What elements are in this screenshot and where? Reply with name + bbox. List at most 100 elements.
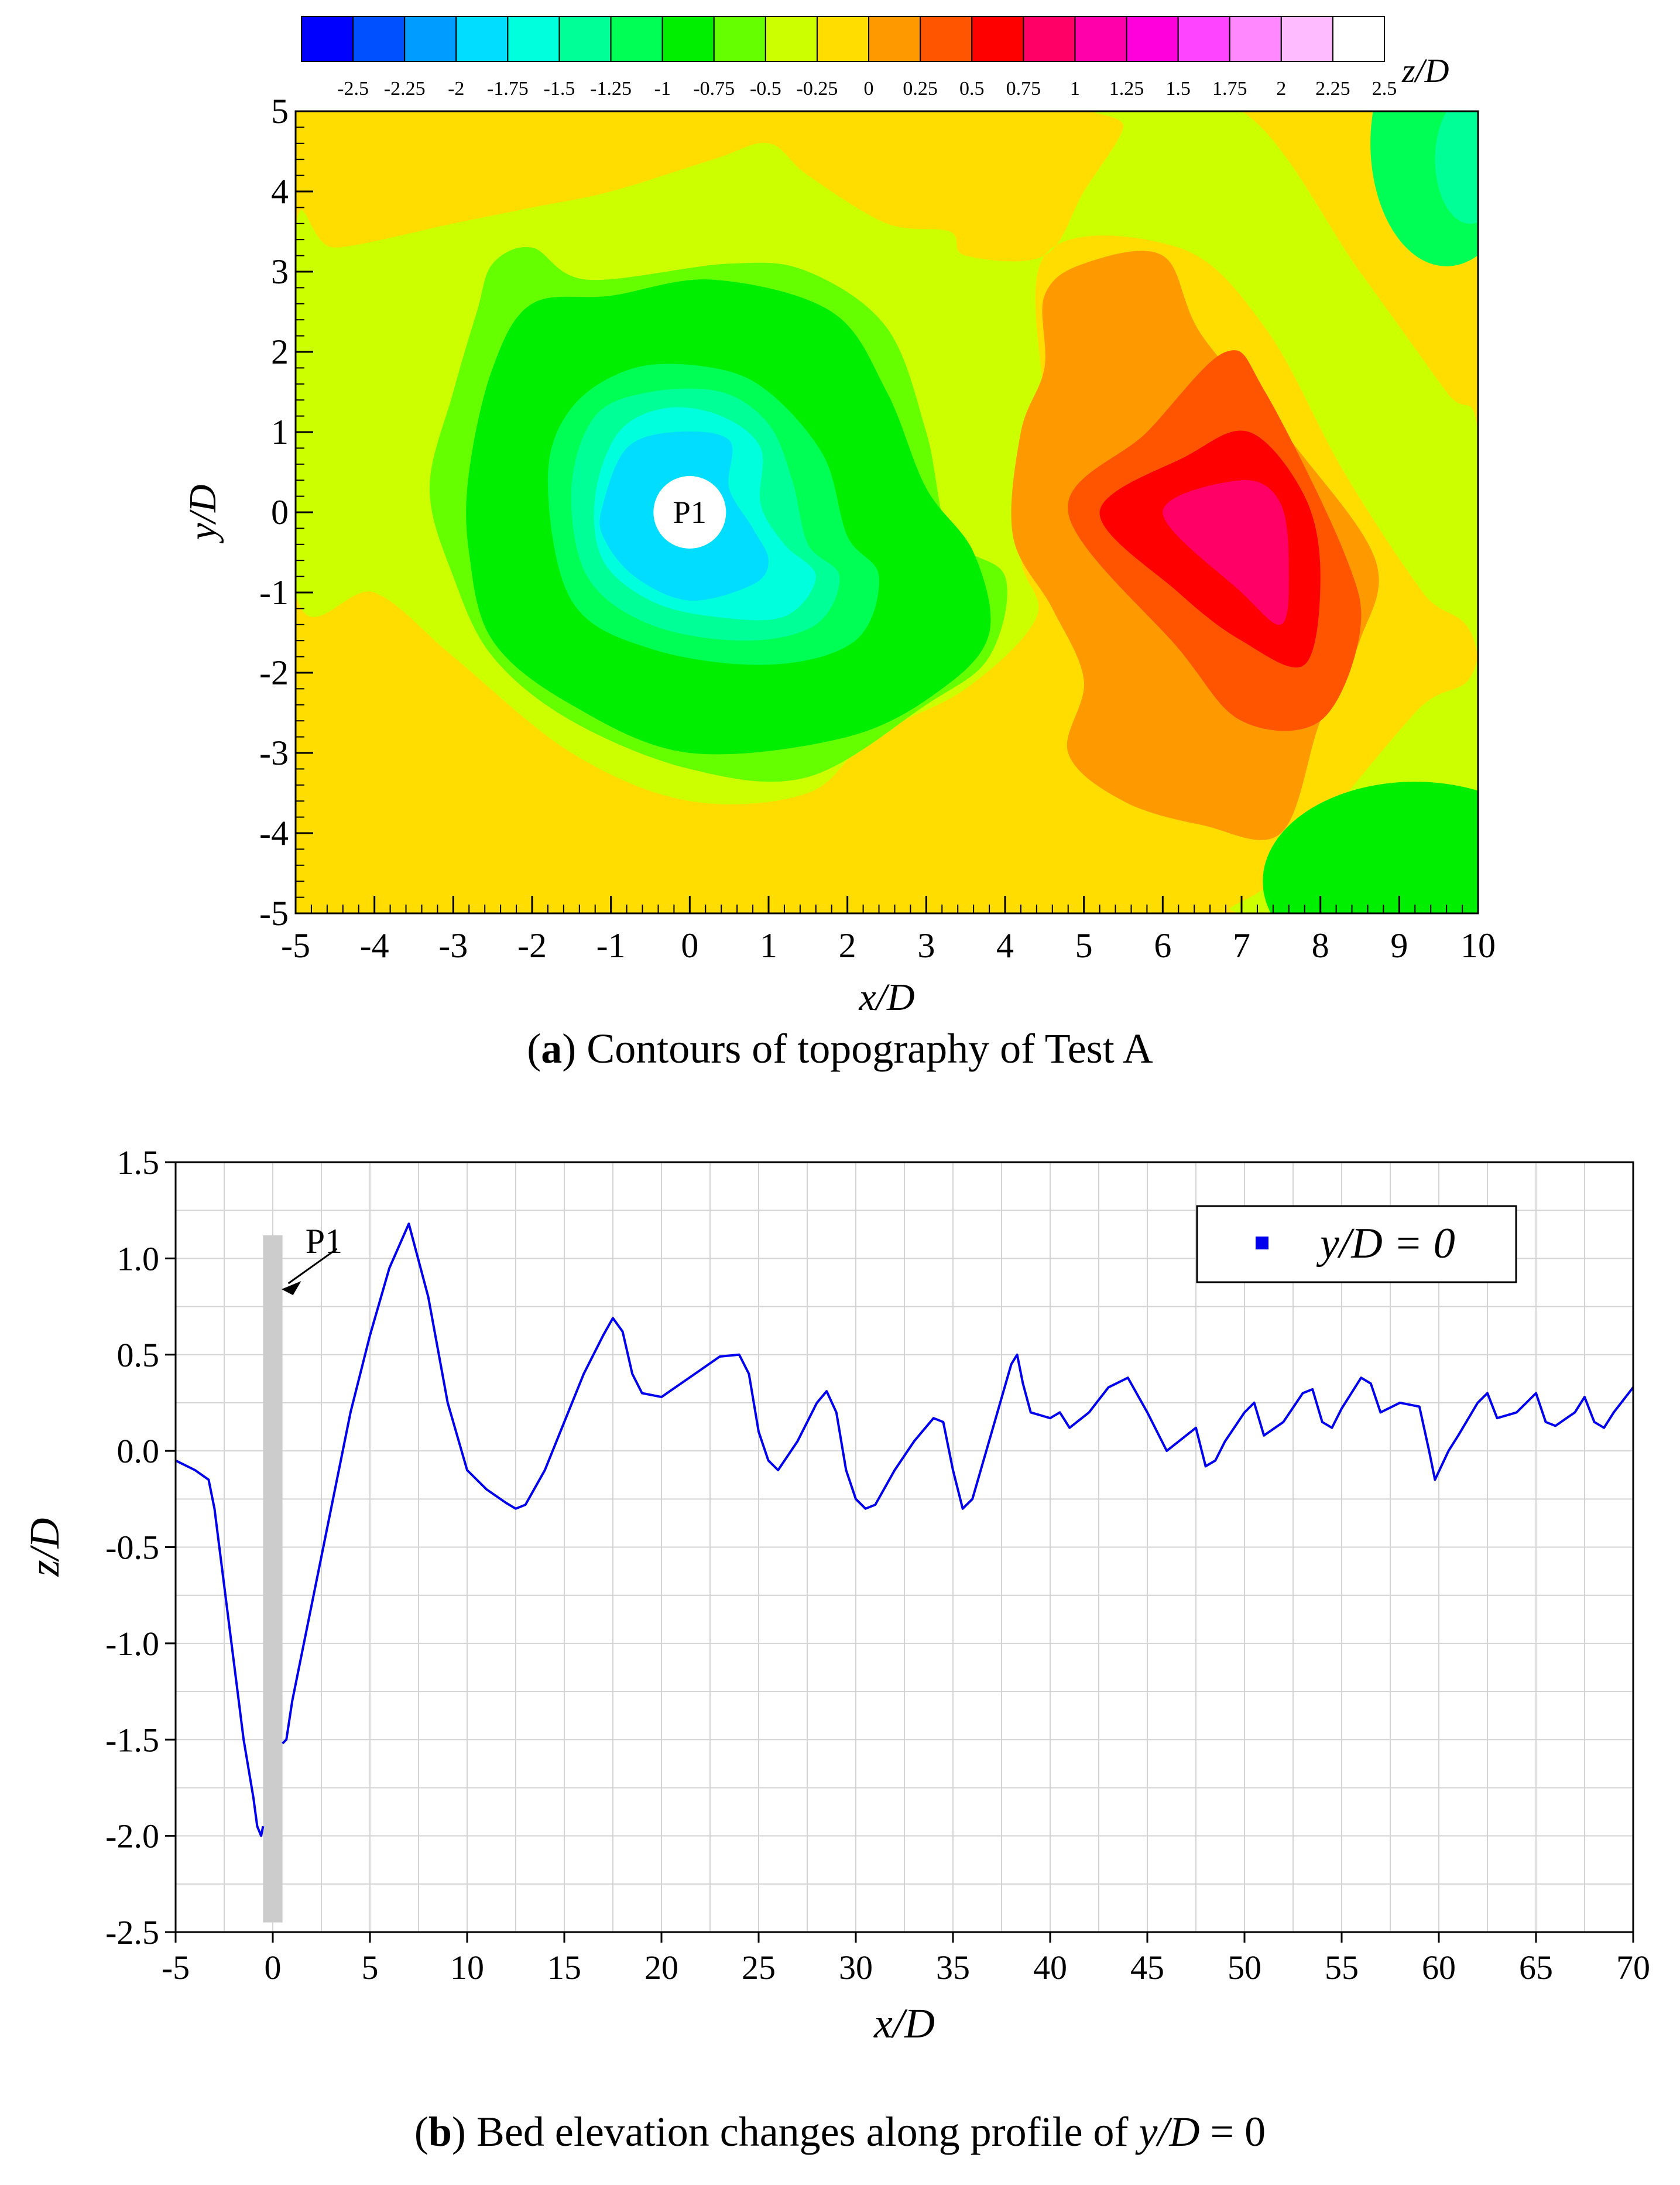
x-tick-label: -4 — [360, 926, 389, 965]
pile-bar — [263, 1235, 283, 1923]
y-tick-label: -2.5 — [105, 1913, 159, 1951]
colorbar-swatch — [352, 16, 406, 62]
x-tick-label: 0 — [681, 926, 698, 965]
y-tick-label: -1.0 — [105, 1625, 159, 1663]
x-tick-label: -3 — [438, 926, 468, 965]
y-tick-label: 1 — [271, 413, 289, 451]
colorbar-tick-label: -0.75 — [693, 78, 735, 100]
colorbar-tick-label: 0 — [864, 78, 874, 100]
x-tick-label: -5 — [281, 926, 310, 965]
colorbar-swatch — [558, 16, 612, 62]
x-tick-label: 9 — [1390, 926, 1408, 965]
pile-label: P1 — [306, 1222, 342, 1261]
profile-series — [176, 1222, 1633, 1837]
colorbar-swatch — [455, 16, 509, 62]
colorbar-tick-label: 0.25 — [903, 78, 938, 100]
x-tick-label: 20 — [644, 1948, 678, 1987]
colorbar-swatch — [1229, 16, 1282, 62]
x-axis-title: x/D — [858, 976, 914, 1019]
x-tick-label: -5 — [162, 1948, 190, 1987]
x-tick-label: 6 — [1154, 926, 1171, 965]
x-tick-label: 1 — [760, 926, 777, 965]
colorbar-tick-label: -1.75 — [487, 78, 529, 100]
x-tick-label: 65 — [1519, 1948, 1553, 1987]
colorbar-tick-label: -1 — [654, 78, 671, 100]
x-tick-label: 60 — [1422, 1948, 1456, 1987]
contour-chart: -2.5 -2.25 -2 -1.75 -1.5 -1.25 -1 -0.75 -0.5 -0.2… — [181, 16, 1496, 1019]
colorbar-tick-label: 0.75 — [1006, 78, 1041, 100]
y-tick-label: -2 — [259, 653, 289, 692]
x-axis-title: x/D — [873, 2000, 935, 2047]
colorbar-tick-label: 2.5 — [1372, 78, 1397, 100]
contour-region — [1435, 111, 1478, 224]
y-tick-label: 1.0 — [117, 1239, 160, 1278]
y-tick-label: 0.0 — [117, 1432, 160, 1470]
legend-box — [1196, 1205, 1517, 1283]
y-tick-label: 2 — [271, 333, 289, 371]
colorbar-tick-label: -0.5 — [750, 78, 781, 100]
x-tick-label: 55 — [1325, 1948, 1359, 1987]
contour-region — [1263, 782, 1478, 913]
x-tick-label: 70 — [1616, 1948, 1650, 1987]
caption-b-var: y/D — [1139, 2108, 1200, 2155]
colorbar-tick-label: 2 — [1276, 78, 1286, 100]
profile-axes: -5 0 5 10 15 20 25 30 35 40 45 50 55 60 65 70 -2.5 -2.0 -1… — [21, 1143, 1650, 2047]
x-tick-label: 35 — [936, 1948, 970, 1987]
caption-b: (b) Bed elevation changes along profile … — [414, 2108, 1266, 2155]
series-line-y0 — [176, 1459, 265, 1837]
colorbar-tick-label: -2 — [448, 78, 464, 100]
colorbar-swatch — [868, 16, 921, 62]
x-tick-label: -1 — [596, 926, 626, 965]
x-tick-label: 4 — [996, 926, 1014, 965]
colorbar-swatch — [713, 16, 766, 62]
y-tick-label: -1.5 — [105, 1721, 159, 1759]
x-tick-label: 10 — [450, 1948, 484, 1987]
y-tick-label: 4 — [271, 172, 289, 211]
x-tick-label: 25 — [742, 1948, 776, 1987]
y-tick-label: 5 — [271, 92, 289, 131]
colorbar-swatch — [1280, 16, 1333, 62]
caption-a-text: Contours of topography of Test A — [587, 1025, 1153, 1072]
y-tick-label: 3 — [271, 252, 289, 291]
colorbar-swatch — [610, 16, 663, 62]
y-tick-label: -3 — [259, 734, 289, 772]
pile-p1-label: P1 — [673, 495, 707, 530]
pile-marker: P1 — [263, 1222, 342, 1923]
x-tick-label: 30 — [839, 1948, 873, 1987]
legend: y/D = 0 — [1196, 1205, 1517, 1283]
x-tick-label: 10 — [1460, 926, 1496, 965]
colorbar-swatch — [1126, 16, 1179, 62]
profile-chart: P1 -5 0 5 10 15 20 25 30 35 40 45 50 55 60 65 70 -2.5 -2.… — [21, 1143, 1650, 2047]
x-tick-label: 2 — [839, 926, 856, 965]
caption-b-letter: b — [428, 2108, 452, 2155]
colorbar-swatch — [971, 16, 1024, 62]
colorbar-swatch — [1177, 16, 1230, 62]
y-axis-title: y/D — [181, 484, 224, 543]
colorbar-swatch — [920, 16, 973, 62]
colorbar-swatch — [1023, 16, 1076, 62]
series-line-y0 — [282, 1222, 1633, 1745]
caption-a: (a) Contours of topography of Test A — [527, 1025, 1153, 1072]
y-axis-title: z/D — [21, 1518, 68, 1577]
x-tick-label: 45 — [1130, 1948, 1164, 1987]
colorbar-tick-label: 1 — [1070, 78, 1080, 100]
y-tick-label: -0.5 — [105, 1529, 159, 1567]
y-tick-label: -2.0 — [105, 1817, 159, 1855]
colorbar-tick-label: 1.75 — [1212, 78, 1247, 100]
contour-axes: -5 -4 -3 -2 -1 0 1 2 3 4 5 6 7 8 9 10 -5 -4 -3 -2 -1 0 1 2 3 4 5 x/… — [181, 92, 1496, 1019]
colorbar-swatch — [507, 16, 560, 62]
colorbar-swatch — [661, 16, 715, 62]
x-tick-label: 40 — [1033, 1948, 1067, 1987]
x-tick-label: 15 — [547, 1948, 581, 1987]
x-tick-label: 3 — [917, 926, 935, 965]
y-tick-label: 0.5 — [117, 1336, 160, 1374]
colorbar-tick-label: 1.25 — [1109, 78, 1144, 100]
colorbar-swatch — [816, 16, 870, 62]
colorbar-tick-label: -1.25 — [590, 78, 632, 100]
x-tick-label: -2 — [517, 926, 547, 965]
colorbar-tick-label: 2.25 — [1315, 78, 1350, 100]
y-tick-label: -4 — [259, 814, 289, 852]
colorbar-swatch — [1074, 16, 1127, 62]
colorbar-tick-label: 1.5 — [1165, 78, 1191, 100]
